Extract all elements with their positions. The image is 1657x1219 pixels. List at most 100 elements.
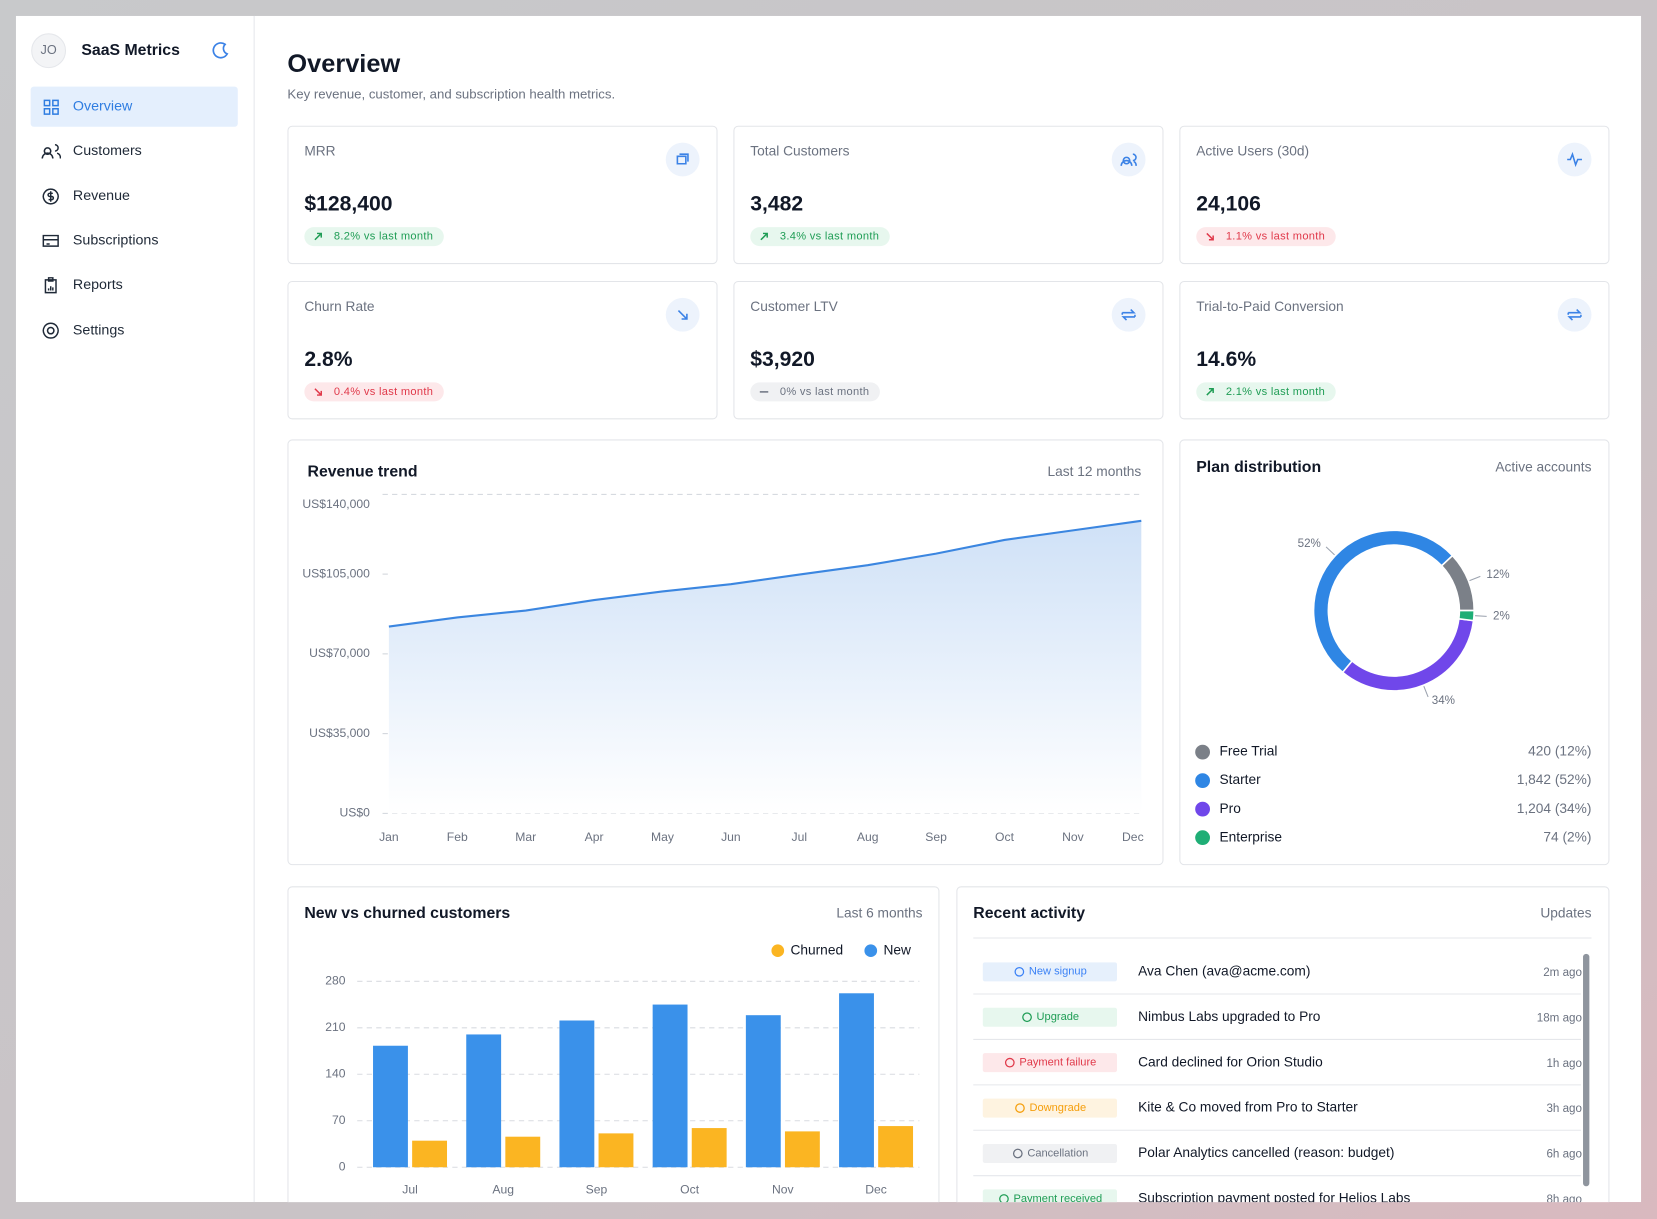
x-tick-label: Jun <box>721 830 741 844</box>
x-tick-label: Aug <box>492 1183 514 1197</box>
kpi-label: Active Users (30d) <box>1196 144 1309 159</box>
activity-tag-icon <box>1014 966 1025 977</box>
chart-subtitle: Last 12 months <box>1047 464 1141 479</box>
avatar[interactable] <box>31 33 67 69</box>
activity-tag-bg <box>982 1144 1117 1164</box>
activity-tag-bg <box>982 1053 1117 1073</box>
nav-item[interactable]: Subscriptions <box>73 233 159 249</box>
area <box>388 520 1142 814</box>
activity-tag-icon <box>1012 1148 1023 1159</box>
nav-icon <box>44 277 57 294</box>
nav-item[interactable]: Reports <box>73 277 123 293</box>
activity-tag: Downgrade <box>1029 1102 1086 1114</box>
activity-tag-icon <box>1015 1103 1025 1113</box>
nav-item[interactable]: Overview <box>73 98 133 114</box>
nav-item[interactable]: Revenue <box>73 188 130 204</box>
chart-card <box>1179 439 1610 866</box>
x-tick-label: Jul <box>402 1183 418 1197</box>
activity-time: 3h ago <box>1546 1102 1582 1115</box>
y-tick-label: 210 <box>325 1020 346 1034</box>
kpi-icon-bg <box>665 142 700 177</box>
bar <box>466 1034 502 1168</box>
nav-item[interactable]: Settings <box>73 322 125 338</box>
bar <box>412 1140 448 1168</box>
activity-tag-icon <box>1004 1057 1015 1068</box>
bar <box>878 1126 914 1168</box>
bar <box>505 1136 541 1168</box>
kpi-label: Total Customers <box>750 144 849 159</box>
kpi-icon <box>1567 308 1582 321</box>
kpi-delta-badge <box>750 227 890 247</box>
activity-tag-bg <box>982 1098 1117 1118</box>
kpi-delta-badge <box>1196 227 1336 247</box>
kpi-value: $3,920 <box>750 348 815 371</box>
kpi-label: Churn Rate <box>304 299 375 314</box>
legend-label: New <box>883 942 911 957</box>
legend-detail: 1,842 (52%) <box>1517 772 1592 787</box>
page-subtitle: Key revenue, customer, and subscription … <box>287 87 615 102</box>
bar <box>559 1020 595 1168</box>
kpi-value: 3,482 <box>750 193 803 216</box>
legend-detail: 74 (2%) <box>1543 829 1591 844</box>
kpi-delta: 1.1% vs last month <box>1226 231 1325 243</box>
activity-card <box>956 886 1610 1203</box>
x-tick-label: Mar <box>515 830 536 844</box>
kpi-delta-arrow <box>760 232 768 241</box>
slice-label: 52% <box>1298 537 1321 550</box>
activity-text: Subscription payment posted for Helios L… <box>1138 1191 1410 1206</box>
line <box>388 519 1142 628</box>
label-leader <box>1469 575 1481 582</box>
kpi-icon <box>1567 151 1582 168</box>
legend-detail: 420 (12%) <box>1528 744 1591 759</box>
activity-time: 18m ago <box>1537 1011 1582 1024</box>
page-title: Overview <box>287 50 400 78</box>
nav-active-bg <box>30 86 238 127</box>
activity-text: Kite & Co moved from Pro to Starter <box>1138 1100 1358 1115</box>
legend-swatch <box>1195 801 1210 817</box>
label-leader <box>1423 685 1429 698</box>
kpi-delta-arrow <box>314 388 322 396</box>
activity-time: 1h ago <box>1546 1057 1582 1070</box>
legend-swatch <box>771 944 785 958</box>
y-tick-label: US$0 <box>339 806 370 820</box>
x-tick-label: Apr <box>585 830 604 844</box>
activity-time: 2m ago <box>1543 966 1582 979</box>
kpi-icon <box>677 309 688 320</box>
x-tick-label: Feb <box>447 830 468 844</box>
scrollbar-thumb[interactable] <box>1583 953 1590 1187</box>
y-tick-label: 0 <box>339 1159 346 1173</box>
kpi-label: Trial-to-Paid Conversion <box>1196 299 1343 314</box>
kpi-delta-arrow <box>1206 232 1214 241</box>
chart-title: New vs churned customers <box>304 905 510 922</box>
kpi-value: $128,400 <box>304 193 392 216</box>
legend-label: Enterprise <box>1220 829 1283 844</box>
legend-swatch <box>1195 830 1210 846</box>
y-tick-label: US$35,000 <box>309 726 370 740</box>
x-tick-label: Sep <box>586 1183 608 1197</box>
theme-toggle[interactable] <box>212 42 229 59</box>
y-tick-label: 140 <box>325 1066 346 1080</box>
brand: SaaS Metrics <box>81 42 180 59</box>
kpi-value: 14.6% <box>1196 348 1256 371</box>
nav-item[interactable]: Customers <box>73 143 142 159</box>
slice-label: 12% <box>1486 568 1509 581</box>
kpi-delta-badge <box>304 382 444 402</box>
app-window: JO SaaS Metrics Overview Key revenue, cu… <box>15 15 1642 1206</box>
slice-label: 2% <box>1493 610 1510 623</box>
bar <box>373 1045 408 1168</box>
bar <box>691 1128 727 1168</box>
kpi-delta-badge <box>304 227 444 247</box>
nav-icon <box>42 322 59 339</box>
chart-subtitle: Last 6 months <box>836 905 922 920</box>
kpi-icon-bg <box>1557 297 1592 332</box>
kpi-delta: 8.2% vs last month <box>334 231 433 243</box>
activity-tag-icon <box>1022 1012 1032 1023</box>
kpi-label: MRR <box>304 144 335 159</box>
activity-tag-icon <box>999 1194 1009 1203</box>
avatar-initials: JO <box>41 43 57 57</box>
y-tick-label: US$140,000 <box>302 497 370 511</box>
activity-text: Card declined for Orion Studio <box>1138 1054 1323 1069</box>
bar <box>784 1131 820 1168</box>
